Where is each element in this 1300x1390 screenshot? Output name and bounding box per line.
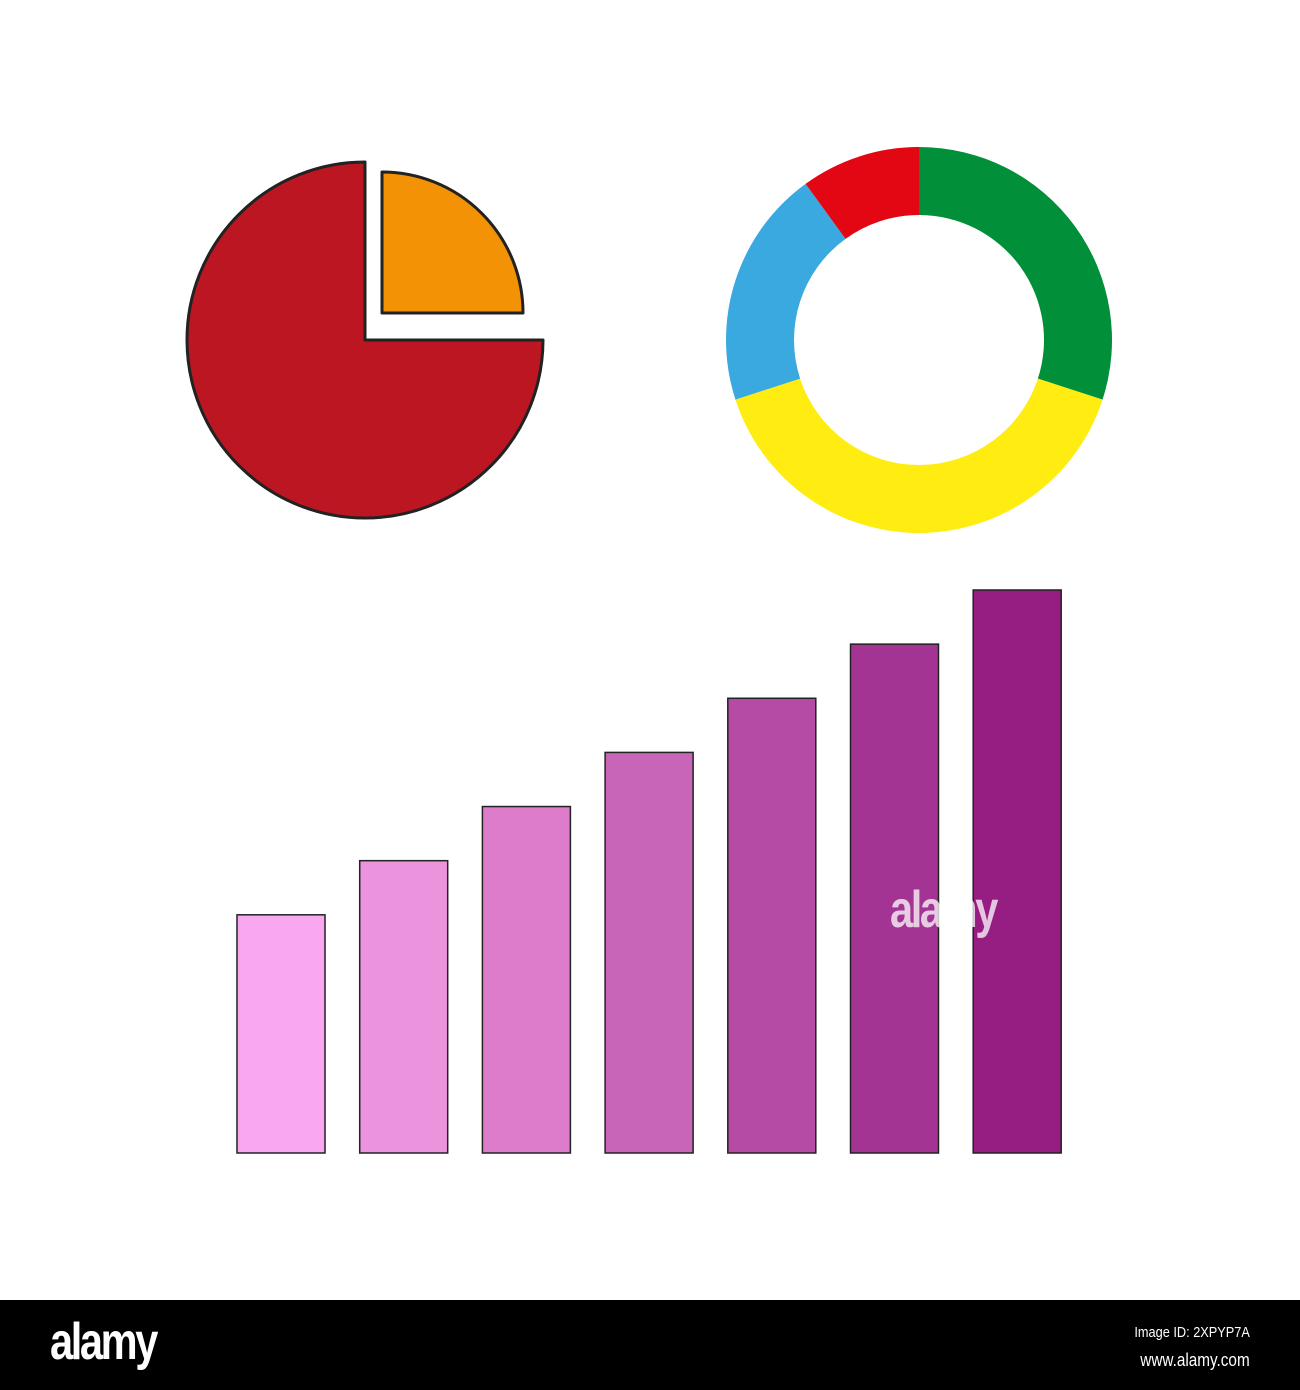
- pie-slice: [185, 160, 545, 520]
- donut-segment: [805, 147, 919, 239]
- site-url: www.alamy.com: [1140, 1350, 1250, 1370]
- donut-segment: [735, 378, 1103, 534]
- donut-chart: [726, 147, 1112, 534]
- donut-segment: [726, 183, 846, 400]
- bar: [727, 697, 817, 1154]
- watermark-overlay: alamy: [890, 881, 998, 939]
- bar: [236, 914, 326, 1154]
- donut-segment: [919, 147, 1112, 400]
- bar: [604, 751, 694, 1154]
- bar: [972, 589, 1062, 1154]
- watermark-footer: alamy Image ID: 2XPYP7A www.alamy.com: [0, 1300, 1300, 1390]
- image-id: Image ID: 2XPYP7A: [1134, 1324, 1250, 1341]
- bar: [481, 805, 572, 1154]
- pie-slice: [380, 170, 525, 315]
- bar: [358, 859, 449, 1154]
- chart-canvas: [185, 147, 1112, 1154]
- bar-chart: [236, 589, 1062, 1154]
- alamy-logo: alamy: [50, 1313, 158, 1371]
- pie-chart: [185, 160, 545, 520]
- bar: [849, 643, 940, 1154]
